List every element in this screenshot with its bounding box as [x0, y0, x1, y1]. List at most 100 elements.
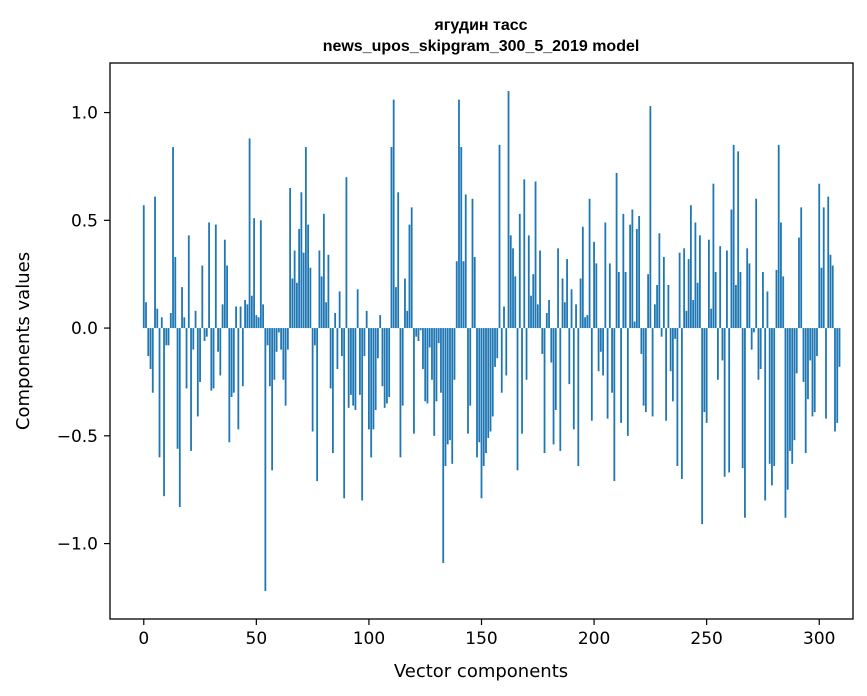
bar — [307, 224, 310, 329]
bar — [453, 328, 456, 380]
bar — [203, 328, 206, 341]
bar — [712, 183, 715, 329]
bar — [304, 147, 307, 329]
bar — [714, 272, 717, 329]
bar — [437, 328, 440, 344]
bar — [836, 328, 839, 423]
bar — [620, 328, 622, 423]
bar — [575, 304, 577, 329]
bar — [527, 235, 530, 329]
bar — [606, 328, 609, 419]
bar — [316, 328, 319, 482]
bar — [199, 328, 201, 382]
bar — [208, 222, 210, 329]
bar — [660, 328, 663, 337]
bar — [782, 276, 785, 329]
bar — [721, 328, 724, 361]
bar — [617, 272, 620, 329]
bar — [293, 250, 296, 329]
bar — [496, 328, 499, 359]
bar — [302, 252, 305, 329]
bar — [356, 289, 359, 329]
bar — [325, 302, 328, 329]
bar — [185, 328, 188, 389]
bar — [352, 328, 355, 406]
bar — [523, 179, 526, 329]
bar — [512, 248, 514, 329]
bar — [780, 222, 782, 329]
bar — [818, 183, 821, 329]
bar — [633, 321, 636, 329]
bar — [566, 259, 568, 329]
bar — [354, 328, 357, 410]
y-axis-label: Components values — [13, 252, 34, 430]
bar — [250, 295, 253, 329]
x-tick-label: 250 — [690, 629, 722, 649]
bar — [766, 291, 769, 329]
bar — [343, 328, 346, 499]
bar — [507, 91, 510, 329]
y-tick-label: −1.0 — [57, 535, 98, 555]
bar — [428, 328, 431, 348]
bar — [154, 196, 156, 329]
bar — [671, 328, 674, 402]
bar — [176, 328, 179, 449]
bar — [793, 328, 796, 441]
bar — [631, 209, 634, 329]
bar — [579, 278, 582, 329]
bar — [786, 328, 789, 490]
bar — [163, 328, 165, 497]
bar — [595, 263, 598, 329]
bar — [717, 328, 719, 380]
bar — [503, 306, 505, 329]
bar — [451, 328, 454, 464]
bar — [383, 328, 386, 408]
bar — [174, 256, 177, 329]
bar — [370, 328, 373, 458]
bar — [232, 328, 235, 393]
bar — [151, 328, 154, 393]
bar — [777, 144, 780, 329]
bar — [449, 328, 451, 441]
bar — [635, 228, 638, 329]
bar — [230, 328, 233, 398]
bar — [264, 328, 267, 591]
bar — [205, 328, 208, 337]
bar — [768, 328, 771, 464]
bar — [746, 248, 749, 329]
bar — [212, 328, 215, 389]
bar — [626, 328, 629, 436]
bar — [640, 328, 643, 354]
bar — [300, 192, 303, 329]
bar — [561, 278, 564, 329]
bar — [831, 265, 834, 329]
bar — [509, 235, 512, 329]
bar — [665, 328, 668, 421]
bar — [521, 328, 523, 434]
bar — [613, 328, 616, 482]
bar — [291, 278, 294, 329]
bar — [505, 328, 508, 376]
bar — [381, 328, 384, 387]
bar — [298, 228, 301, 329]
bar — [399, 328, 402, 458]
bar — [280, 328, 283, 350]
bar — [683, 248, 686, 329]
bar — [221, 304, 224, 329]
x-tick-label: 0 — [138, 629, 149, 649]
bar — [500, 328, 503, 393]
bar — [642, 328, 645, 406]
bar — [426, 328, 429, 404]
bar — [662, 256, 665, 329]
bar — [235, 306, 237, 329]
bar — [584, 317, 586, 329]
bar — [404, 278, 406, 329]
bar — [341, 328, 343, 357]
bar — [147, 328, 150, 357]
bar — [838, 328, 841, 367]
bar — [775, 269, 778, 329]
bar — [386, 328, 388, 404]
bar — [336, 328, 339, 370]
bar-series — [142, 91, 841, 591]
bar — [458, 99, 460, 329]
